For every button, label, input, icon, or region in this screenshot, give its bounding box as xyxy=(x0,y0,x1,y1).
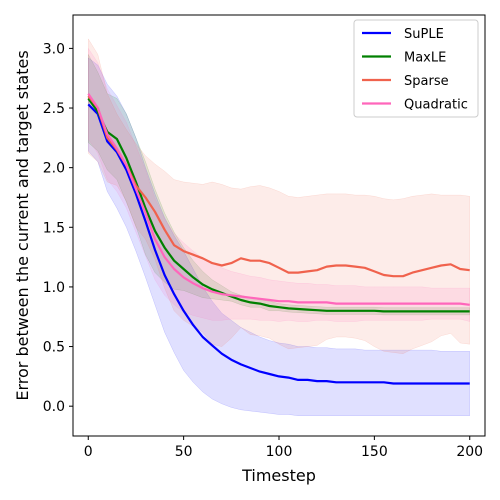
x-tick-label: 200 xyxy=(456,444,483,460)
legend: SuPLE MaxLE Sparse Quadratic xyxy=(353,19,479,118)
legend-label-quadratic: Quadratic xyxy=(404,98,468,113)
sparse-confidence-band xyxy=(88,38,470,354)
y-tick-label: 2.5 xyxy=(43,101,65,117)
series-lines xyxy=(87,93,470,385)
y-tick-label: 3.0 xyxy=(43,41,65,57)
quadratic-line xyxy=(87,93,470,306)
suple-confidence-band xyxy=(88,57,470,416)
x-tick-label: 50 xyxy=(175,444,193,460)
y-tick-label: 2.0 xyxy=(43,161,65,177)
x-tick-label: 150 xyxy=(361,444,388,460)
maxle-line xyxy=(87,97,470,313)
x-tick-label: 0 xyxy=(84,444,93,460)
legend-label-suple: SuPLE xyxy=(404,27,444,42)
y-tick-label: 0.5 xyxy=(43,340,65,356)
sparse-line xyxy=(87,95,470,278)
y-tick-label: 1.5 xyxy=(43,220,65,236)
legend-frame xyxy=(353,19,479,118)
legend-label-sparse: Sparse xyxy=(404,74,449,89)
y-tick-label: 0.0 xyxy=(43,399,65,415)
x-tick-label: 100 xyxy=(266,444,293,460)
y-tick-label: 1.0 xyxy=(43,280,65,296)
legend-label-maxle: MaxLE xyxy=(404,51,446,66)
y-axis-label: Error between the current and target sta… xyxy=(13,50,32,400)
maxle-confidence-band xyxy=(88,54,470,316)
x-axis-label: Timestep xyxy=(241,466,316,485)
quadratic-confidence-band xyxy=(88,47,470,322)
suple-line xyxy=(87,103,470,385)
y-axis-ticks: 0.0 0.5 1.0 1.5 2.0 2.5 3.0 xyxy=(43,41,73,415)
x-axis-ticks: 0 50 100 150 200 xyxy=(84,436,483,460)
confidence-bands xyxy=(88,38,470,416)
